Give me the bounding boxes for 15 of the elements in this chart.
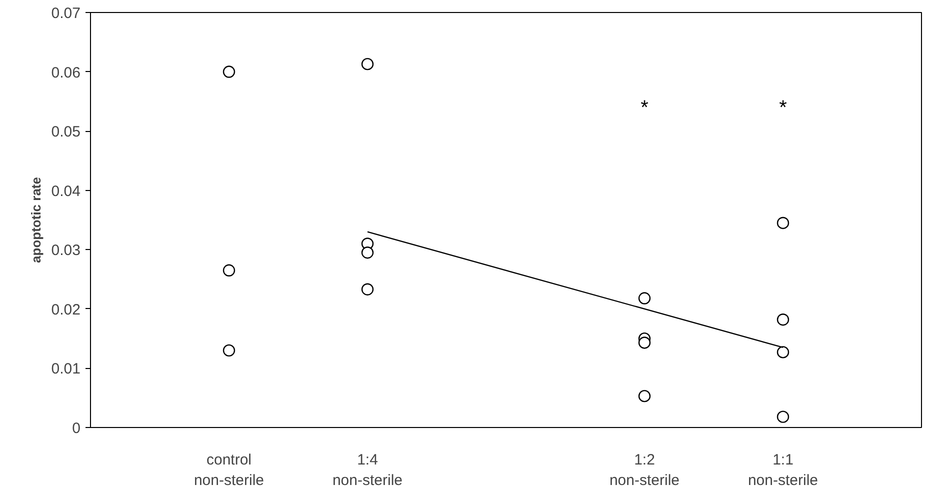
y-tick-label: 0	[72, 420, 80, 437]
y-axis-title: apoptotic rate	[28, 177, 44, 263]
y-tick-label: 0.04	[51, 182, 81, 200]
y-tick-label: 0.03	[51, 242, 81, 260]
annotation: *	[640, 96, 649, 119]
x-tick-label: control non-sterile	[194, 452, 264, 489]
y-tick-label: 0.02	[51, 301, 81, 318]
y-tick-label: 0.06	[51, 64, 81, 82]
x-tick-label: 1:1 non-sterile	[748, 452, 818, 489]
annotation: *	[779, 96, 788, 119]
y-tick-label: 0.01	[51, 360, 81, 378]
x-tick-label: 1:4 non-sterile	[332, 452, 403, 489]
x-tick-label: 1:2 non-sterile	[609, 452, 680, 489]
y-tick-label: 0.05	[51, 124, 81, 141]
y-tick-label: 0.07	[51, 5, 81, 22]
